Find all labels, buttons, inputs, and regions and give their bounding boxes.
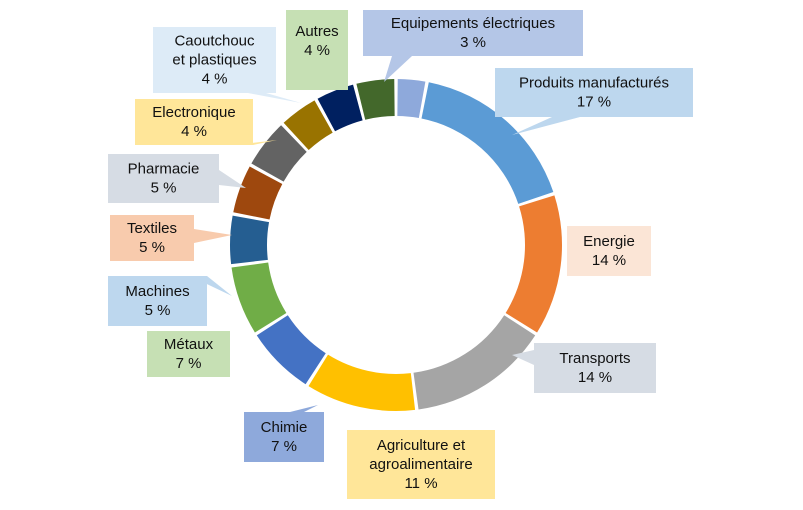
label-box (110, 215, 194, 261)
label-value: 7 % (271, 438, 297, 455)
label-box (534, 343, 656, 393)
donut-slices (230, 79, 562, 411)
label-box (147, 331, 230, 377)
label-value: 11 % (404, 475, 437, 492)
label-value: 14 % (592, 252, 626, 269)
slice-produits-manufactur-s (421, 82, 554, 204)
label-name: Equipements électriques (391, 15, 555, 32)
label-value: 14 % (578, 369, 612, 386)
slice-machines (230, 215, 270, 265)
label-box (153, 27, 276, 93)
callout-pointer (219, 170, 246, 188)
slice-textiles (233, 166, 283, 220)
label-value: 5 % (145, 302, 171, 319)
callout-pointer (384, 56, 412, 82)
label-box (495, 68, 693, 117)
label-name: Caoutchouc et plastiques (172, 33, 256, 69)
label-box (244, 412, 324, 462)
slice-agriculture-et-agroalimentaire (308, 354, 416, 411)
label-produits-manufactur-s: Produits manufacturés 17 % (495, 68, 693, 135)
label-equipements-lectriques: Equipements électriques 3 % (363, 10, 583, 82)
slice-transports (413, 315, 536, 410)
label-value: 4 % (181, 123, 207, 140)
label-name: Agriculture et agroalimentaire (369, 437, 472, 473)
slice-equipements-lectriques (397, 79, 426, 119)
label-name: Textiles (127, 220, 177, 237)
slice-chimie (256, 315, 326, 385)
label-pharmacie: Pharmacie 5 % (108, 154, 246, 203)
label-caoutchouc-et-plastiques: Caoutchouc et plastiques 4 % (153, 27, 301, 103)
label-transports: Transports 14 % (512, 343, 656, 393)
label-name: Produits manufacturés (519, 75, 669, 92)
callout-pointer (290, 405, 318, 412)
label-box (347, 430, 495, 499)
callout-pointer (248, 93, 301, 103)
slice-caoutchouc-et-plastiques (317, 84, 363, 132)
label-energie: Energie 14 % (567, 226, 651, 276)
label-name: Autres (295, 23, 338, 40)
label-name: Métaux (164, 336, 214, 353)
slice-pharmacie (251, 125, 307, 182)
label-box (108, 154, 219, 203)
label-value: 17 % (577, 94, 611, 111)
label-value: 5 % (139, 239, 165, 256)
label-value: 4 % (202, 71, 228, 88)
label-box (135, 99, 253, 145)
label-box (286, 10, 348, 90)
label-chimie: Chimie 7 % (244, 405, 324, 462)
label-electronique: Electronique 4 % (135, 99, 277, 145)
label-name: Transports (559, 350, 630, 367)
label-m-taux: Métaux 7 % (147, 331, 230, 377)
label-box (363, 10, 583, 56)
label-box (567, 226, 651, 276)
label-value: 7 % (176, 355, 202, 372)
label-box (108, 276, 207, 326)
label-value: 4 % (304, 42, 330, 59)
slice-energie (505, 195, 562, 333)
slice-m-taux (231, 262, 287, 333)
callout-pointer (512, 350, 534, 365)
label-name: Chimie (261, 419, 308, 436)
label-name: Electronique (152, 104, 235, 121)
label-agriculture-et-agroalimentaire: Agriculture et agroalimentaire 11 % (347, 430, 495, 499)
slice-autres (356, 79, 395, 120)
label-autres: Autres 4 % (286, 10, 348, 90)
label-name: Energie (583, 233, 635, 250)
data-labels: Equipements électriques 3 % Produits manuf… (108, 10, 693, 499)
label-textiles: Textiles 5 % (110, 215, 232, 261)
label-value: 5 % (151, 180, 177, 197)
callout-pointer (194, 229, 232, 243)
label-name: Machines (125, 283, 189, 300)
label-value: 3 % (460, 34, 486, 51)
callout-pointer (512, 117, 580, 135)
slice-electronique (283, 100, 333, 151)
label-machines: Machines 5 % (108, 276, 232, 326)
label-name: Pharmacie (128, 161, 200, 178)
